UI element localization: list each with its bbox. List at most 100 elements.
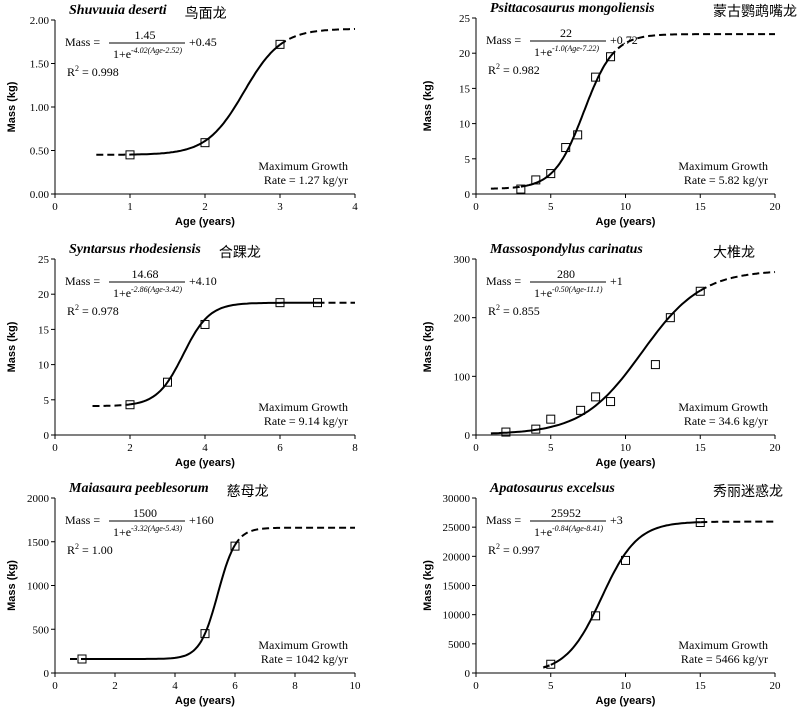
y-tick-label: 25 — [38, 254, 50, 266]
x-tick-label: 0 — [473, 442, 479, 454]
y-tick-label: 15000 — [443, 581, 471, 593]
data-point — [313, 298, 322, 308]
data-point — [591, 72, 601, 82]
species-title: Massospondylus carinatus — [489, 242, 643, 257]
y-tick-label: 10 — [38, 360, 50, 372]
r-squared: R2 = 1.00 — [67, 542, 113, 557]
data-point — [665, 313, 675, 323]
y-tick-label: 10000 — [443, 610, 471, 622]
max-growth-rate: Rate = 34.6 kg/yr — [684, 414, 768, 428]
data-point — [125, 400, 135, 410]
x-tick-label: 5 — [548, 201, 554, 213]
x-tick-label: 4 — [202, 442, 208, 454]
y-tick-label: 300 — [454, 254, 471, 266]
data-point — [275, 39, 285, 49]
panel-1: 0 1 2 3 4 0.00 0.50 1.00 1.50 2.00 Age (years) Mass… — [6, 3, 358, 228]
x-tick-label: 6 — [232, 680, 238, 692]
species-title: Shuvuuia deserti — [69, 3, 167, 18]
x-tick-label: 1 — [127, 201, 133, 213]
equation-label: Mass = — [486, 33, 521, 47]
r-squared: R2 = 0.855 — [488, 303, 540, 318]
y-tick-label: 1.00 — [30, 102, 50, 114]
x-tick-label: 10 — [620, 201, 632, 213]
fit-curve-solid — [85, 544, 236, 660]
data-point — [230, 541, 240, 551]
y-tick-label: 200 — [454, 313, 471, 325]
data-point — [591, 392, 601, 402]
panel-2: 0 5 10 15 20 0 5 10 15 20 25 Age (years) Mass (kg) Ps… — [422, 1, 797, 228]
y-tick-label: 0 — [465, 430, 471, 442]
max-growth-label: Maximum Growth — [678, 159, 768, 173]
x-axis-label: Age (years) — [596, 457, 656, 469]
x-tick-label: 20 — [770, 201, 782, 213]
data-point — [163, 377, 172, 387]
equation-exponent: -0.50(Age-11.1) — [552, 285, 603, 294]
data-point — [606, 397, 616, 407]
fit-curve-solid — [520, 55, 612, 188]
y-tick-label: 30000 — [443, 493, 471, 505]
data-point — [606, 52, 616, 62]
y-axis-label: Mass (kg) — [422, 80, 434, 131]
data-point — [501, 427, 511, 437]
x-tick-label: 5 — [548, 680, 554, 692]
x-tick-label: 20 — [770, 680, 782, 692]
equation-numerator: 280 — [557, 267, 575, 281]
fit-curve-solid — [490, 289, 701, 435]
x-axis-label: Age (years) — [596, 695, 656, 707]
equation-constant: +4.10 — [189, 274, 217, 288]
data-point — [77, 654, 87, 664]
equation-exponent: -2.86(Age-3.42) — [131, 285, 182, 294]
r-squared: R2 = 0.997 — [488, 542, 540, 557]
max-growth-rate: Rate = 5.82 kg/yr — [684, 173, 768, 187]
x-axis-label: Age (years) — [175, 216, 235, 228]
data-point — [561, 143, 571, 153]
max-growth-label: Maximum Growth — [258, 638, 348, 652]
equation-label: Mass = — [65, 274, 100, 288]
species-chinese-name: 鸟面龙 — [185, 6, 227, 22]
data-point — [576, 405, 586, 415]
max-growth-label: Maximum Growth — [678, 400, 768, 414]
equation-label: Mass = — [65, 513, 100, 527]
equation-denominator: 1+e — [113, 286, 131, 300]
data-point — [531, 424, 541, 434]
y-tick-label: 2.00 — [30, 15, 50, 27]
max-growth-rate: Rate = 5466 kg/yr — [681, 652, 768, 666]
equation-numerator: 1500 — [133, 506, 157, 520]
data-point — [650, 360, 660, 370]
y-tick-label: 0.50 — [30, 146, 50, 158]
equation-exponent: -0.84(Age-8.41) — [552, 524, 603, 533]
max-growth-rate: Rate = 9.14 kg/yr — [264, 414, 348, 428]
species-chinese-name: 蒙古鹦鹉嘴龙 — [713, 4, 797, 20]
max-growth-rate: Rate = 1.27 kg/yr — [264, 173, 348, 187]
max-growth-label: Maximum Growth — [258, 400, 348, 414]
data-point — [546, 414, 556, 424]
x-tick-label: 8 — [352, 442, 358, 454]
fit-curve-solid — [129, 43, 281, 156]
y-tick-label: 1000 — [27, 581, 50, 593]
y-tick-label: 15 — [38, 324, 50, 336]
species-chinese-name: 大椎龙 — [713, 245, 755, 261]
y-tick-label: 5 — [44, 395, 50, 407]
x-tick-label: 2 — [127, 442, 133, 454]
species-chinese-name: 秀丽迷惑龙 — [713, 484, 783, 500]
y-tick-label: 5000 — [448, 639, 471, 651]
y-axis-label: Mass (kg) — [6, 81, 18, 132]
data-point — [573, 130, 583, 140]
equation-label: Mass = — [486, 513, 521, 527]
species-chinese-name: 慈母龙 — [227, 484, 269, 500]
y-tick-label: 25000 — [443, 522, 471, 534]
x-tick-label: 0 — [52, 201, 58, 213]
equation-denominator: 1+e — [534, 45, 552, 59]
y-tick-label: 2000 — [27, 493, 50, 505]
y-tick-label: 0 — [44, 430, 50, 442]
r-squared: R2 = 0.998 — [67, 64, 119, 79]
equation-numerator: 25952 — [551, 506, 581, 520]
x-tick-label: 10 — [620, 680, 632, 692]
x-tick-label: 0 — [52, 442, 58, 454]
x-axis-label: Age (years) — [175, 695, 235, 707]
equation-exponent: -1.0(Age-7.22) — [552, 44, 599, 53]
x-tick-label: 10 — [620, 442, 632, 454]
data-point — [695, 286, 705, 296]
